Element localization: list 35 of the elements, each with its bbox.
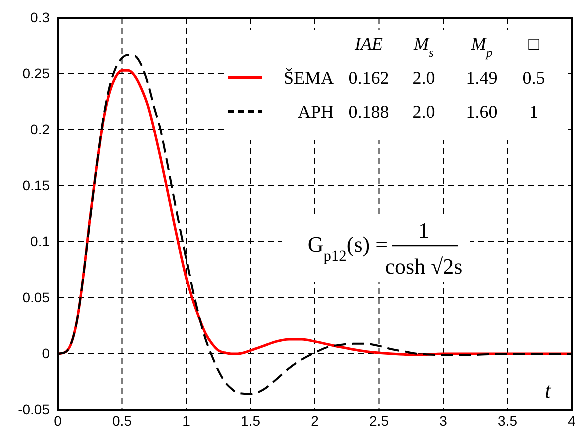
y-tick-label: 0.25: [22, 65, 50, 82]
x-tick-label: 2.5: [370, 412, 390, 429]
y-tick-label: 0.05: [22, 289, 50, 306]
y-tick-label: 0.15: [22, 177, 50, 194]
annotation: M$_{p}$: [470, 34, 493, 60]
annotation: 1.60: [466, 102, 498, 122]
annotation: 2.0: [412, 68, 436, 88]
annotation: IAE: [354, 34, 383, 54]
y-tick-label: 0.1: [30, 233, 50, 250]
annotation: 2.0: [412, 102, 436, 122]
y-tick-label: 0.2: [30, 121, 50, 138]
y-tick-label: -0.05: [18, 401, 50, 418]
annotation: 1: [530, 102, 538, 122]
x-tick-label: 0.5: [112, 412, 132, 429]
annotation: 0.188: [348, 102, 390, 122]
x-tick-label: 0: [54, 412, 62, 429]
annotation: 0.5: [522, 68, 546, 88]
x-tick-label: 2: [311, 412, 320, 429]
y-tick-label: 0: [42, 345, 50, 362]
annotation: G$_{p12}$(s) =: [308, 232, 388, 264]
annotation: M$_{s}$: [413, 34, 434, 60]
annotation: □: [528, 34, 540, 54]
annotation: cosh √2s: [385, 254, 463, 279]
legend-label: ŠEMA: [284, 68, 334, 88]
y-tick-label: 0.3: [30, 9, 50, 26]
x-tick-label: 1: [182, 412, 191, 429]
x-tick-label: 4: [568, 412, 576, 429]
x-tick-label: 3: [440, 412, 448, 429]
annotation: 0.162: [348, 68, 390, 88]
annotation: 1.49: [466, 68, 498, 88]
x-tick-label: 3.5: [498, 412, 518, 429]
legend-label: APH: [298, 102, 334, 122]
annotation: 1: [418, 218, 430, 243]
x-tick-label: 1.5: [241, 412, 261, 429]
x-axis-title: t: [544, 378, 552, 403]
